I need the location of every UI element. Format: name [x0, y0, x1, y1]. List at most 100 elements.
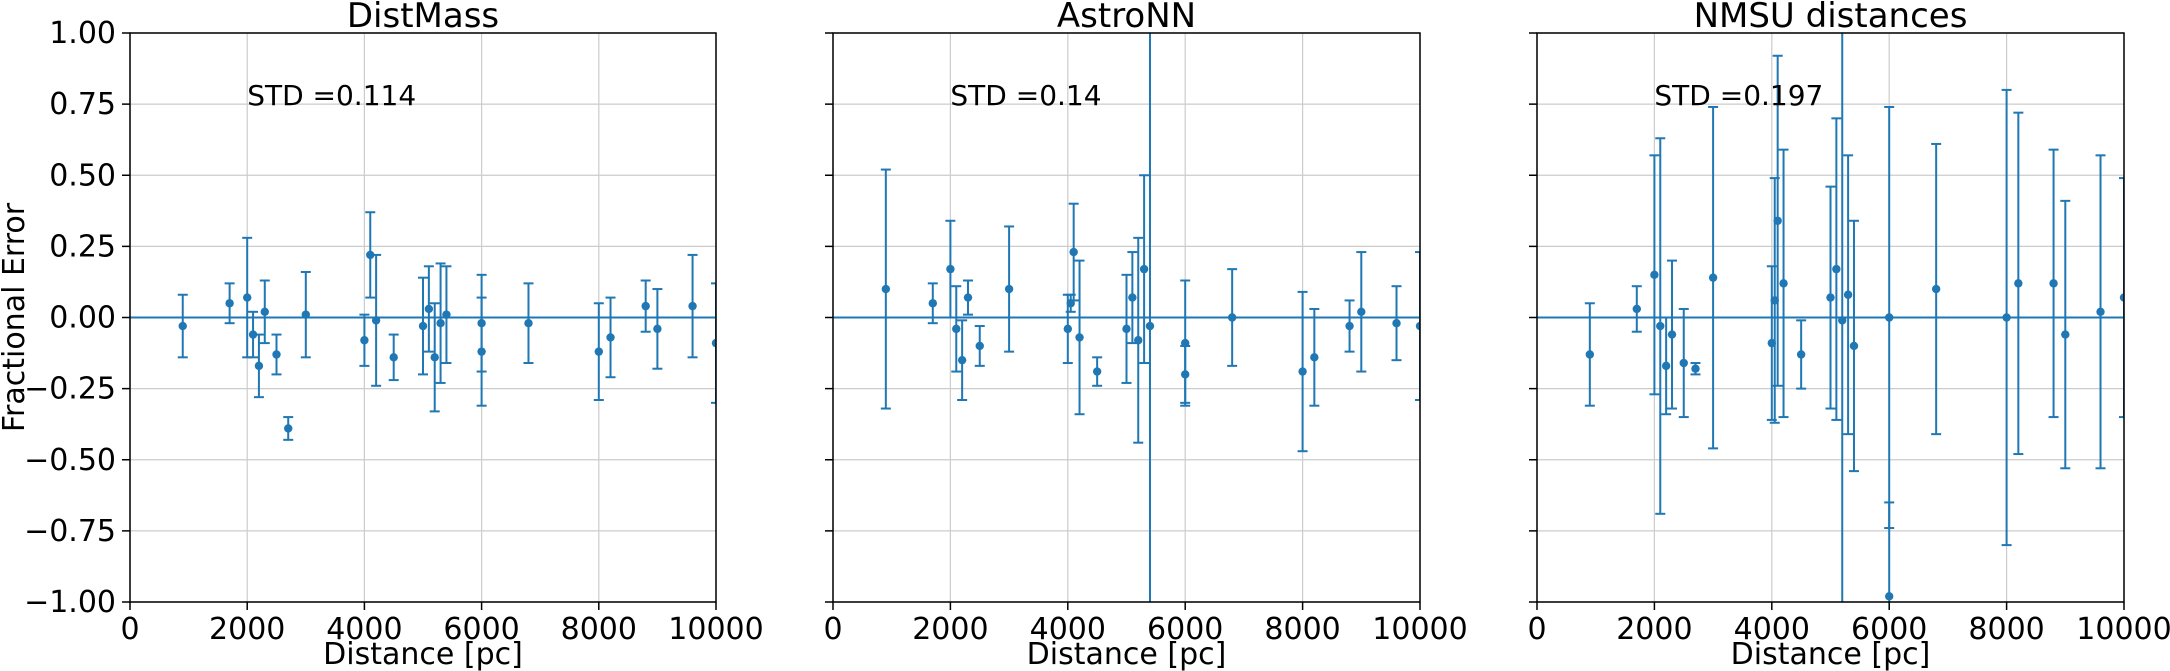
data-point	[1298, 367, 1307, 376]
chart-panel-1: 0 2000 4000 6000 8000 10000 1.00 0.75 0.50 0.25 0.…	[0, 0, 764, 671]
data-point	[1691, 364, 1700, 373]
data-point	[711, 338, 716, 348]
data-point	[366, 250, 375, 260]
data-point	[1656, 321, 1665, 331]
chart-panel-3: 0 2000 4000 6000 8000 10000 NMSU distances Dist…	[1527, 0, 2170, 671]
data-point	[1092, 367, 1102, 376]
y-tick-label: 0.25	[49, 229, 116, 264]
x-tick-label: 2000	[209, 612, 285, 647]
data-points	[1584, 33, 2124, 602]
x-tick-label: 6000	[443, 612, 519, 647]
data-point	[1392, 318, 1401, 328]
y-tick-label: −0.25	[24, 372, 116, 407]
data-point	[594, 347, 603, 356]
data-point	[1885, 313, 1894, 322]
data-point	[1415, 321, 1420, 331]
y-tick-label: 0.00	[49, 301, 116, 336]
y-axis-label: Fractional Error	[0, 202, 32, 432]
x-tick-label: 4000	[1734, 612, 1810, 647]
data-point	[418, 321, 428, 331]
data-point	[653, 324, 662, 334]
data-point	[2014, 279, 2023, 288]
data-point	[1849, 341, 1859, 351]
data-point	[975, 341, 984, 351]
std-annotation: STD =0.197	[1654, 79, 1823, 112]
chart-title: AstroNN	[1057, 0, 1196, 36]
data-point	[1679, 358, 1688, 368]
data-point	[1773, 216, 1782, 225]
data-point	[952, 324, 961, 334]
data-point	[1075, 333, 1084, 342]
data-point	[442, 310, 451, 319]
data-point	[1585, 350, 1595, 359]
y-tick-label: 0.75	[49, 87, 116, 122]
std-annotation: STD =0.114	[247, 79, 416, 112]
x-tick-label: 0	[1527, 612, 1546, 647]
chart-panel-2: 0 2000 4000 6000 8000 10000 AstroNN Distance [p…	[823, 0, 1467, 671]
x-axis-label: Distance [pc]	[323, 637, 523, 671]
data-point	[1128, 293, 1137, 302]
x-tick-label: 10000	[1372, 612, 1467, 647]
data-point	[524, 318, 533, 328]
data-point	[260, 307, 269, 317]
chart-title: DistMass	[347, 0, 499, 36]
data-point	[688, 301, 697, 311]
data-point	[1004, 284, 1014, 294]
x-tick-label: 10000	[668, 612, 763, 647]
data-point	[1661, 361, 1671, 371]
x-tick-label: 2000	[912, 612, 988, 647]
data-point	[641, 301, 650, 311]
data-point	[1885, 592, 1894, 601]
data-point	[1069, 247, 1078, 257]
x-tick-label: 8000	[1968, 612, 2044, 647]
data-point	[371, 316, 381, 325]
data-point	[1779, 279, 1788, 288]
data-point	[2096, 307, 2105, 317]
data-points	[880, 33, 1420, 602]
data-point	[430, 353, 439, 362]
x-tick-label: 0	[823, 612, 842, 647]
data-point	[1838, 316, 1847, 325]
data-point	[424, 304, 434, 314]
data-point	[225, 299, 234, 308]
x-axis-label: Distance [pc]	[1731, 637, 1931, 671]
y-tick-label: −0.75	[24, 514, 116, 549]
y-tick-label: 1.00	[49, 16, 116, 51]
x-tick-label: 6000	[1147, 612, 1223, 647]
data-point	[243, 293, 252, 302]
x-tick-label: 0	[120, 612, 139, 647]
data-point	[1227, 313, 1237, 322]
data-point	[284, 424, 293, 433]
data-point	[1796, 350, 1806, 359]
x-tick-label: 2000	[1616, 612, 1692, 647]
data-point	[436, 318, 445, 328]
data-point	[1145, 321, 1155, 331]
data-point	[963, 293, 973, 302]
data-point	[1843, 290, 1853, 299]
data-point	[477, 347, 486, 356]
data-point	[1134, 336, 1143, 345]
data-point	[1832, 264, 1841, 274]
chart-title: NMSU distances	[1694, 0, 1968, 36]
data-point	[1826, 293, 1835, 302]
data-point	[1139, 264, 1149, 274]
y-tick-label: 0.50	[49, 158, 116, 193]
x-axis-label: Distance [pc]	[1027, 637, 1227, 671]
data-point	[881, 284, 891, 294]
y-tick-label: −1.00	[24, 585, 116, 620]
data-point	[248, 330, 258, 339]
y-tick-label: −0.50	[24, 443, 116, 478]
data-point	[2002, 313, 2011, 322]
data-point	[946, 264, 955, 274]
data-point	[1667, 330, 1677, 339]
data-point	[1650, 270, 1659, 280]
data-points	[177, 211, 716, 441]
x-tick-label: 8000	[1264, 612, 1340, 647]
data-point	[606, 333, 615, 342]
data-point	[301, 310, 310, 319]
x-tick-label: 4000	[1030, 612, 1106, 647]
data-point	[254, 361, 264, 371]
data-point	[178, 321, 187, 331]
data-point	[1708, 273, 1718, 282]
